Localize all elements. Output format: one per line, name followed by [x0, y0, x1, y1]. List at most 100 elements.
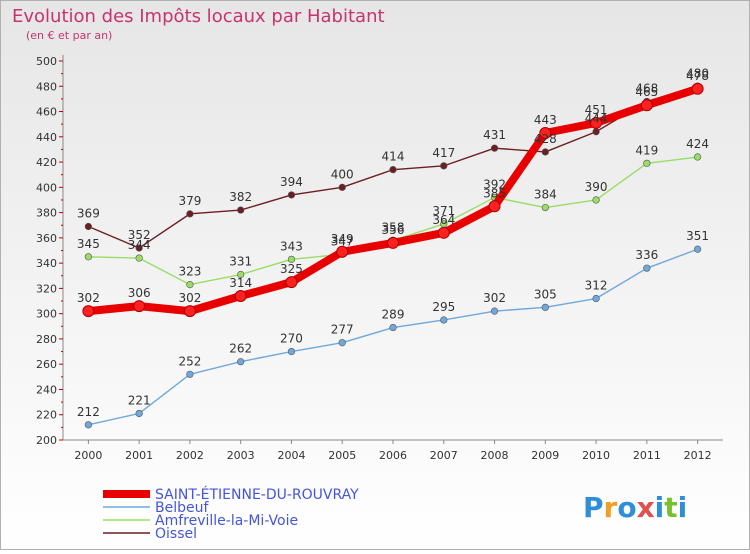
x-tick-label: 2010: [582, 449, 610, 462]
data-point: [338, 339, 346, 347]
data-label: 444: [585, 112, 608, 126]
data-point: [440, 316, 448, 324]
data-point: [490, 307, 499, 315]
data-point: [135, 409, 143, 418]
data-label: 305: [534, 287, 557, 301]
data-point: [287, 347, 296, 356]
x-tick-label: 2000: [74, 449, 102, 462]
data-point: [490, 144, 499, 152]
data-label: 277: [331, 323, 354, 337]
data-point: [541, 203, 549, 212]
y-tick-label: 300: [36, 308, 57, 321]
x-tick-label: 2003: [227, 449, 255, 462]
legend-label: SAINT-ÉTIENNE-DU-ROUVRAY: [155, 486, 359, 503]
data-label: 451: [585, 103, 608, 117]
data-point: [135, 244, 143, 252]
data-point: [691, 82, 704, 95]
data-label: 306: [128, 286, 151, 300]
data-label: 302: [178, 291, 201, 305]
y-tick-label: 460: [36, 106, 57, 119]
data-label: 314: [229, 276, 252, 290]
data-label: 349: [331, 232, 354, 246]
data-point: [338, 183, 346, 191]
chart-title: Evolution des Impôts locaux par Habitant: [12, 6, 385, 27]
data-labels-layer: 212 221 252 262 270 277 289 295 302 305 312 336 351 3…: [77, 66, 709, 419]
legend-label: Amfreville-la-Mi-Voie: [155, 513, 298, 529]
data-label: 270: [280, 332, 303, 346]
data-label: 371: [432, 204, 455, 218]
data-label: 252: [178, 354, 201, 368]
y-tick-label: 340: [36, 257, 57, 270]
data-point: [237, 358, 245, 366]
y-tick-label: 380: [36, 207, 57, 220]
data-point: [285, 276, 298, 289]
data-label: 364: [432, 213, 455, 227]
data-point: [387, 236, 399, 249]
axes: 200 220 240 260 280 300 320 340 360 380 400 420 440 4…: [36, 55, 723, 462]
x-tick-label: 2008: [481, 449, 509, 462]
data-label: 295: [432, 300, 455, 314]
data-label: 424: [686, 137, 709, 151]
y-tick-label: 220: [36, 409, 57, 422]
legend-label: Oissel: [155, 526, 197, 542]
data-point: [694, 153, 702, 161]
data-point: [640, 99, 653, 112]
y-tick-label: 240: [36, 383, 57, 396]
data-label: 392: [483, 177, 506, 191]
data-point: [287, 255, 296, 263]
data-label: 344: [128, 238, 151, 252]
chart-subtitle: (en € et par an): [26, 29, 112, 42]
data-point: [186, 370, 194, 378]
data-point: [183, 305, 196, 318]
data-point: [135, 254, 143, 262]
x-tick-label: 2006: [379, 449, 407, 462]
data-point: [643, 264, 651, 272]
data-point: [234, 289, 247, 302]
data-point: [186, 210, 194, 218]
data-point: [643, 159, 651, 167]
data-label: 465: [635, 85, 658, 99]
data-point: [82, 305, 95, 318]
data-label: 394: [280, 175, 303, 189]
data-label: 443: [534, 113, 557, 127]
x-tick-label: 2011: [633, 449, 661, 462]
data-label: 379: [178, 194, 201, 208]
y-tick-label: 260: [36, 358, 57, 371]
legend: SAINT-ÉTIENNE-DU-ROUVRAYBelbeufAmfrevill…: [103, 486, 359, 542]
data-label: 352: [128, 228, 151, 242]
y-tick-label: 420: [36, 156, 57, 169]
data-label: 351: [686, 229, 709, 243]
data-label: 347: [331, 234, 354, 248]
data-point: [133, 300, 146, 313]
data-label: 414: [382, 150, 405, 164]
data-label: 331: [229, 255, 252, 269]
x-tick-label: 2002: [176, 449, 204, 462]
data-point: [84, 253, 92, 261]
data-label: 212: [77, 405, 100, 419]
data-label: 289: [382, 308, 405, 322]
data-point: [437, 226, 450, 239]
y-tick-label: 360: [36, 232, 57, 245]
data-point: [237, 270, 245, 279]
data-point: [440, 162, 448, 170]
data-label: 221: [128, 393, 151, 407]
data-label: 343: [280, 239, 303, 253]
data-label: 302: [483, 291, 506, 305]
data-label: 431: [483, 128, 506, 142]
data-label: 480: [686, 66, 709, 80]
y-tick-label: 500: [36, 55, 57, 68]
data-point: [84, 222, 92, 231]
data-point: [541, 303, 549, 311]
y-tick-label: 440: [36, 131, 57, 144]
y-tick-label: 400: [36, 181, 57, 194]
data-point: [592, 128, 600, 136]
data-point: [590, 116, 603, 129]
y-tick-label: 200: [36, 434, 57, 447]
data-point: [336, 245, 349, 258]
data-label: 356: [382, 223, 405, 237]
data-label: 384: [534, 188, 557, 202]
y-tick-label: 480: [36, 80, 57, 93]
data-label: 302: [77, 291, 100, 305]
data-label: 428: [534, 132, 557, 146]
y-tick-label: 280: [36, 333, 57, 346]
